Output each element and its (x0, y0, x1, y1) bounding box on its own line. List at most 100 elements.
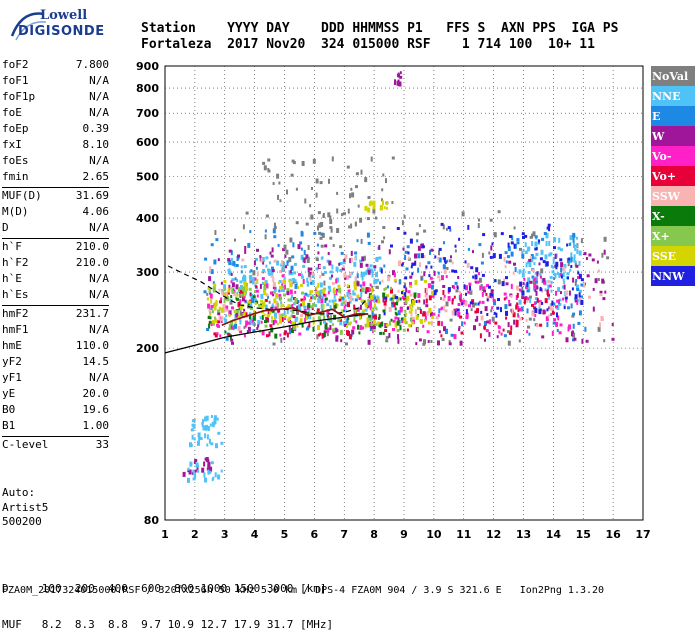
echo-point (552, 257, 555, 260)
echo-point (405, 267, 409, 271)
echo-point (345, 342, 348, 346)
echo-point (381, 188, 384, 192)
echo-point (518, 339, 521, 343)
echo-point (524, 234, 528, 238)
echo-point (508, 260, 512, 264)
echo-point (571, 331, 573, 337)
echo-point (194, 469, 197, 473)
legend-swatch (651, 166, 695, 186)
echo-point (409, 284, 413, 288)
x-tick-label: 14 (546, 528, 562, 541)
echo-point (364, 205, 368, 211)
echo-point (348, 334, 352, 340)
echo-point (468, 304, 471, 308)
echo-point (424, 279, 427, 283)
echo-point (463, 321, 466, 325)
logo-text-lowell: Lowell (40, 8, 88, 23)
echo-point (563, 263, 567, 267)
echo-point (303, 305, 307, 309)
x-tick-label: 8 (370, 528, 378, 541)
echo-point (481, 300, 485, 304)
echo-point (291, 255, 295, 259)
param-value: N/A (89, 154, 109, 167)
echo-point (205, 415, 209, 421)
echo-point (409, 281, 412, 287)
echo-point (374, 296, 377, 300)
echo-point (211, 320, 215, 324)
echo-point (442, 297, 446, 301)
echo-point (291, 328, 294, 333)
echo-point (563, 281, 566, 284)
echo-point (372, 324, 376, 330)
echo-point (311, 279, 315, 285)
echo-point (210, 243, 214, 247)
legend-label: X+ (652, 230, 670, 243)
echo-point (270, 269, 274, 275)
echo-point (403, 215, 406, 219)
echo-point (460, 331, 464, 335)
echo-point (193, 437, 196, 441)
echo-point (359, 325, 363, 331)
echo-point (219, 334, 222, 338)
echo-point (216, 332, 219, 336)
echo-point (266, 314, 270, 318)
echo-point (375, 258, 379, 261)
echo-point (386, 206, 388, 210)
echo-point (433, 270, 436, 276)
echo-point (318, 222, 322, 228)
param-value: N/A (89, 74, 109, 87)
echo-point (417, 245, 421, 251)
echo-point (393, 294, 397, 300)
echo-point (217, 431, 221, 435)
echo-point (397, 310, 401, 316)
echo-point (225, 337, 229, 341)
param-key: yE (2, 387, 16, 400)
echo-point (574, 294, 578, 300)
param-value: 110.0 (75, 339, 109, 352)
echo-point (296, 324, 299, 328)
param-row: yF2 14.5 (2, 355, 109, 371)
echo-point (239, 299, 242, 305)
echo-point (550, 313, 553, 316)
legend-swatch (651, 246, 695, 266)
y-tick-label: 400 (136, 212, 159, 225)
echo-point (405, 287, 408, 293)
echo-point (322, 266, 326, 270)
echo-point (243, 291, 246, 297)
echo-point (234, 323, 237, 329)
echo-point (235, 312, 239, 318)
echo-point (470, 266, 474, 270)
echo-point (442, 264, 446, 270)
param-key: h`F2 (2, 256, 29, 269)
echo-point (335, 336, 339, 342)
echo-point (318, 231, 322, 235)
echo-point (548, 240, 551, 246)
echo-point (310, 214, 314, 220)
echo-point (450, 255, 452, 259)
param-row: foEs N/A (2, 154, 109, 170)
echo-point (267, 295, 269, 299)
echo-point (329, 219, 333, 224)
echo-point (293, 271, 297, 275)
echo-point (473, 325, 476, 331)
echo-point (358, 331, 361, 335)
echo-point (258, 303, 261, 307)
echo-point (369, 317, 372, 321)
echo-point (503, 256, 506, 262)
echo-point (386, 202, 389, 206)
echo-point (491, 306, 494, 310)
echo-point (444, 261, 447, 264)
echo-point (395, 302, 398, 305)
echo-point (518, 288, 521, 292)
x-tick-label: 11 (456, 528, 471, 541)
echo-point (528, 317, 532, 321)
echo-point (519, 281, 523, 287)
echo-point (409, 293, 413, 297)
legend-label: W (651, 130, 665, 143)
echo-point (247, 321, 251, 325)
echo-point (249, 275, 253, 280)
echo-point (519, 317, 523, 321)
echo-point (235, 264, 239, 267)
echo-point (365, 287, 369, 293)
echo-point (306, 311, 310, 317)
